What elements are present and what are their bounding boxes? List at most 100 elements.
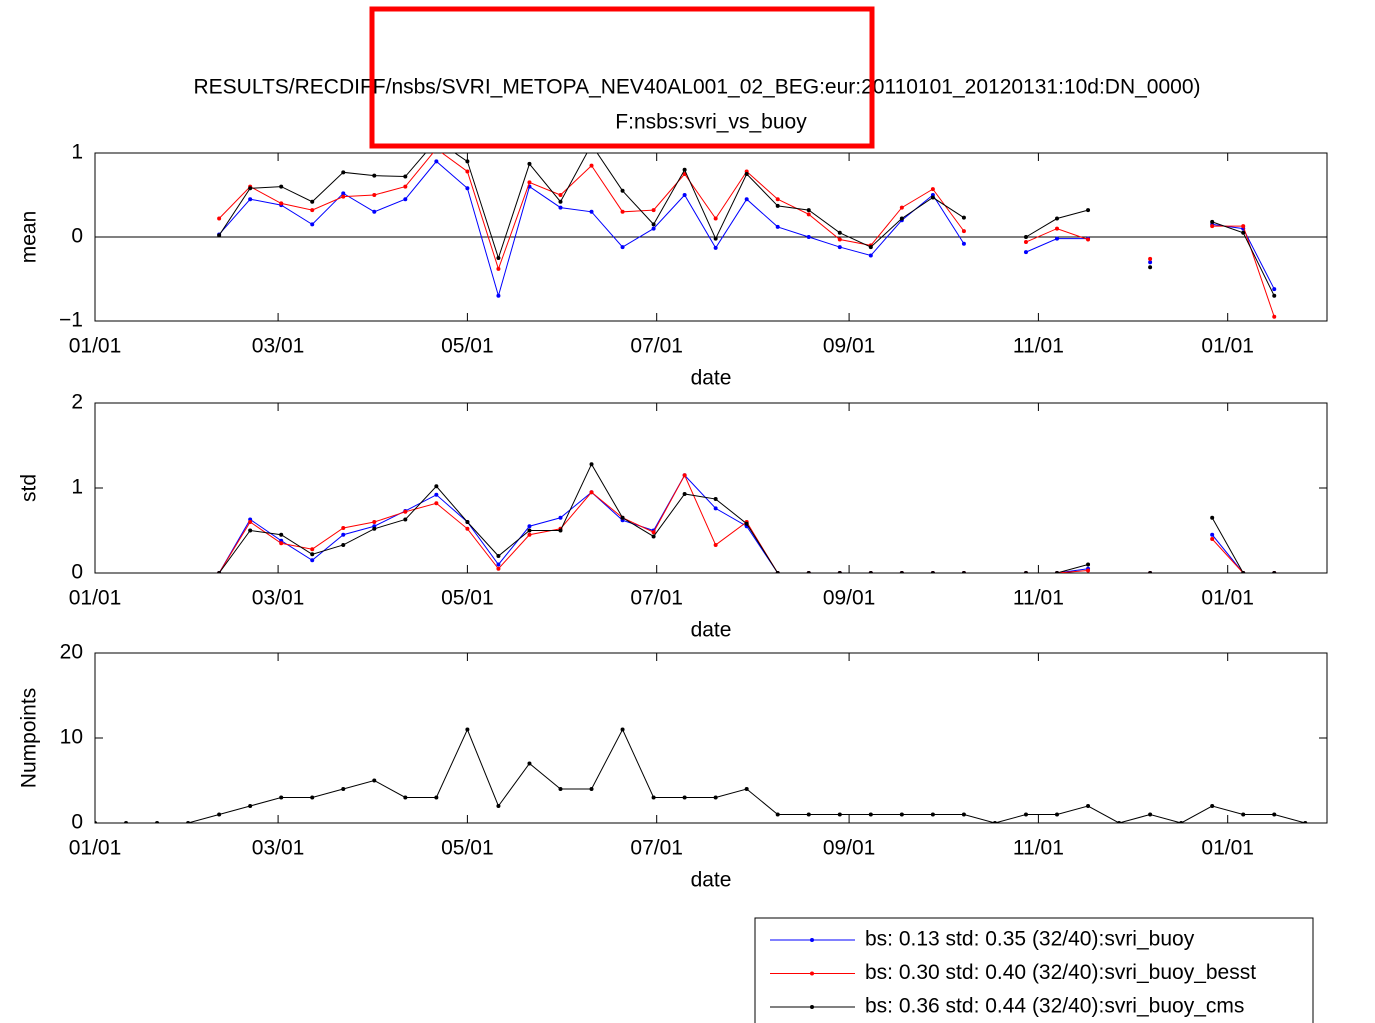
y-axis-label: std xyxy=(18,474,41,502)
legend-label: bs: 0.13 std: 0.35 (32/40):svri_buoy xyxy=(865,928,1195,951)
plot-area xyxy=(94,402,1328,574)
point xyxy=(713,245,718,250)
point xyxy=(1272,314,1277,319)
x-tick-label: 11/01 xyxy=(1013,837,1064,860)
point xyxy=(713,236,718,241)
point xyxy=(496,562,501,567)
x-tick-label: 05/01 xyxy=(441,587,494,610)
point xyxy=(806,208,811,213)
point xyxy=(248,528,253,533)
point xyxy=(744,521,749,526)
point xyxy=(310,222,315,227)
point xyxy=(434,795,439,800)
x-tick-label: 01/01 xyxy=(1201,335,1254,358)
point xyxy=(1241,812,1246,817)
point xyxy=(899,216,904,221)
point xyxy=(837,237,842,242)
point xyxy=(651,226,656,231)
x-tick-label: 01/01 xyxy=(1201,837,1254,860)
point xyxy=(248,186,253,191)
y-tick-label: 0 xyxy=(71,561,83,584)
point xyxy=(1210,532,1215,537)
y-tick-label: 20 xyxy=(60,641,83,664)
point xyxy=(1179,821,1184,823)
point xyxy=(341,170,346,175)
point xyxy=(1086,208,1091,213)
point xyxy=(837,245,842,250)
point xyxy=(310,795,315,800)
series-group xyxy=(95,727,1308,823)
point xyxy=(744,787,749,791)
point xyxy=(465,186,470,191)
x-tick-label: 03/01 xyxy=(252,335,305,358)
x-tick-label: 07/01 xyxy=(630,587,683,610)
point xyxy=(713,497,718,502)
point xyxy=(527,161,532,166)
point xyxy=(1055,216,1060,221)
point xyxy=(682,167,687,172)
point xyxy=(868,253,873,258)
point xyxy=(155,821,160,823)
point xyxy=(651,208,656,213)
x-tick-label: 09/01 xyxy=(823,335,876,358)
point xyxy=(961,571,966,573)
point xyxy=(496,566,501,571)
point xyxy=(1148,571,1153,573)
point xyxy=(248,520,253,524)
point xyxy=(434,501,439,506)
point xyxy=(217,233,222,238)
point xyxy=(341,194,346,199)
point xyxy=(124,821,129,823)
point xyxy=(403,509,408,514)
point xyxy=(558,787,563,791)
point xyxy=(1055,226,1060,231)
point xyxy=(1210,804,1215,808)
point xyxy=(1148,260,1153,265)
highlight-box xyxy=(369,6,875,149)
point xyxy=(744,172,749,176)
y-axis-label: Numpoints xyxy=(18,688,41,788)
point xyxy=(310,558,315,563)
x-tick-label: 05/01 xyxy=(441,837,494,860)
point xyxy=(372,173,377,178)
point xyxy=(279,795,284,800)
point xyxy=(682,473,687,478)
point xyxy=(1210,515,1215,520)
x-tick-label: 01/01 xyxy=(69,335,122,358)
y-tick-label: 1 xyxy=(71,476,83,499)
point xyxy=(775,571,780,573)
y-tick-label: −1 xyxy=(59,309,83,332)
point xyxy=(589,787,594,791)
y-tick-label: 1 xyxy=(71,141,83,164)
point xyxy=(1241,571,1246,573)
point xyxy=(620,245,625,250)
point xyxy=(961,241,966,246)
point xyxy=(589,209,594,214)
x-tick-label: 11/01 xyxy=(1013,335,1064,358)
point xyxy=(1241,224,1246,229)
point xyxy=(961,812,966,817)
legend-label: bs: 0.36 std: 0.44 (32/40):svri_buoy_cms xyxy=(865,995,1244,1018)
point xyxy=(589,462,594,467)
point xyxy=(527,180,532,185)
point xyxy=(806,235,811,239)
point xyxy=(961,215,966,220)
legend-marker xyxy=(810,1005,814,1009)
point xyxy=(589,163,594,168)
point xyxy=(837,812,842,817)
x-tick-label: 09/01 xyxy=(823,837,876,860)
point xyxy=(341,532,346,537)
point xyxy=(527,532,532,537)
point xyxy=(775,224,780,229)
point xyxy=(1086,804,1091,808)
point xyxy=(1148,256,1153,261)
point xyxy=(279,201,284,206)
point xyxy=(620,188,625,193)
point xyxy=(868,812,873,817)
x-tick-label: 01/01 xyxy=(69,837,122,860)
point xyxy=(372,520,377,524)
point xyxy=(527,761,532,766)
point xyxy=(1210,219,1215,224)
point xyxy=(651,530,656,535)
point xyxy=(775,812,780,817)
